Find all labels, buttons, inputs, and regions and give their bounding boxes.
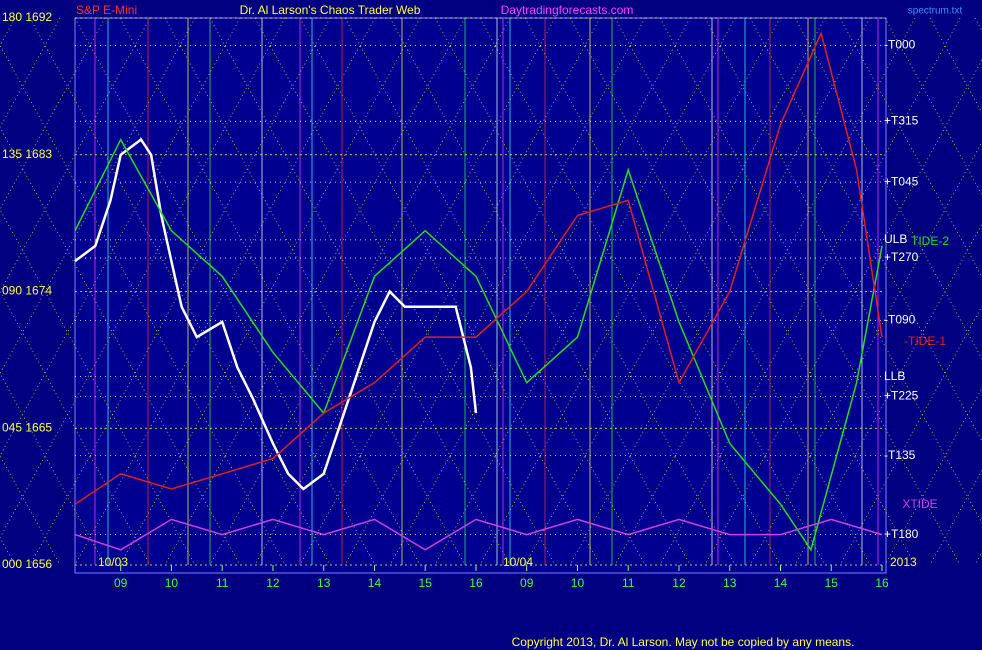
x-tick-label: 11 — [216, 576, 229, 590]
y-tick-label: 135 1683 — [2, 147, 52, 161]
instrument: S&P E-Mini — [76, 3, 137, 17]
y-tick-label: 090 1674 — [2, 284, 52, 298]
level-label: -T090 — [884, 313, 916, 327]
copyright: Copyright 2013, Dr. Al Larson. May not b… — [512, 635, 855, 649]
x-tick-label: 12 — [672, 576, 686, 590]
series-label: XTIDE — [902, 497, 937, 511]
level-label: +T180 — [884, 527, 919, 541]
x-tick-label: 11 — [622, 576, 635, 590]
series-line — [74, 30, 883, 505]
level-label: -T135 — [884, 448, 916, 462]
date-label: 2013 — [890, 555, 917, 569]
level-label: LLB — [884, 369, 905, 383]
x-tick-label: 14 — [368, 576, 382, 590]
website: Daytradingforecasts.com — [501, 3, 634, 17]
x-tick-label: 09 — [520, 576, 534, 590]
series-label: -TIDE-1 — [904, 334, 946, 348]
y-tick-label: 180 1692 — [2, 10, 52, 24]
x-tick-label: 15 — [419, 576, 433, 590]
x-tick-label: 09 — [114, 576, 128, 590]
series-line — [74, 137, 883, 552]
x-tick-label: 10 — [571, 576, 585, 590]
y-tick-label: 000 1656 — [2, 557, 52, 571]
x-tick-label: 10 — [165, 576, 179, 590]
level-label: ULB — [884, 232, 907, 246]
level-label: +T045 — [884, 174, 919, 188]
series-label: TIDE-2 — [911, 234, 949, 248]
level-label: -T000 — [884, 38, 916, 52]
series-line — [74, 518, 883, 551]
level-label: +T270 — [884, 250, 919, 264]
x-tick-label: 14 — [774, 576, 788, 590]
level-label: +T315 — [884, 113, 919, 127]
x-tick-label: 13 — [723, 576, 737, 590]
x-tick-label: 15 — [825, 576, 839, 590]
plot-area — [74, 17, 887, 574]
y-tick-label: 045 1665 — [2, 420, 52, 434]
x-tick-label: 16 — [469, 576, 483, 590]
file-label: spectrum.txt — [908, 6, 963, 17]
level-label: +T225 — [884, 389, 919, 403]
date-label: 10/04 — [503, 555, 533, 569]
x-tick-label: 13 — [317, 576, 331, 590]
date-label: 10/03 — [98, 555, 128, 569]
chart-title: Dr. Al Larson's Chaos Trader Web — [240, 3, 421, 17]
x-tick-label: 12 — [266, 576, 280, 590]
series-line — [74, 137, 478, 491]
x-tick-label: 16 — [875, 576, 889, 590]
